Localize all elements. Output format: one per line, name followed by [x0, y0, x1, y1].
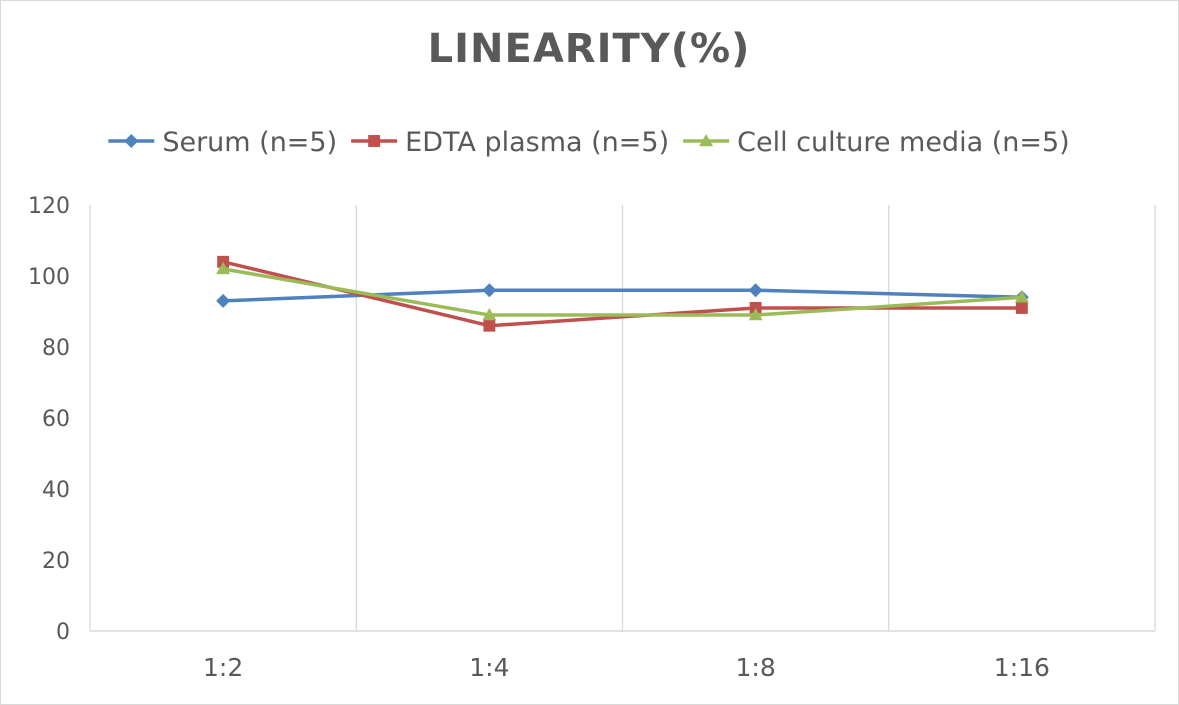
series-line: [222, 267, 1022, 317]
series-2: [216, 261, 1029, 321]
data-point-triangle: [482, 308, 497, 321]
x-tick-label: 1:2: [203, 653, 243, 682]
y-tick-label: 40: [42, 478, 70, 503]
x-axis-ticks: 1:2 1:4 1:8 1:16: [203, 653, 1050, 682]
legend-label: Serum (n=5): [162, 127, 337, 158]
y-tick-label: 60: [42, 407, 70, 432]
y-tick-label: 100: [28, 265, 70, 290]
data-point-diamond: [748, 283, 763, 298]
data-point-diamond: [216, 293, 231, 308]
data-point-diamond: [482, 283, 497, 298]
y-axis-ticks: 0 20 40 60 80 100 120: [28, 194, 70, 645]
data-point-square: [483, 319, 496, 332]
data-point-square: [368, 135, 381, 147]
legend-label: Cell culture media (n=5): [737, 127, 1070, 158]
x-tick-label: 1:16: [994, 653, 1050, 682]
data-point-triangle: [748, 308, 763, 321]
chart-title: LINEARITY(%): [428, 26, 751, 72]
y-tick-label: 0: [56, 620, 70, 645]
legend: Serum (n=5) EDTA plasma (n=5) Cell culture…: [108, 127, 1070, 158]
x-tick-label: 1:4: [469, 653, 509, 682]
legend-label: EDTA plasma (n=5): [405, 127, 669, 158]
x-tick-label: 1:8: [736, 653, 776, 682]
grid: [89, 205, 1156, 632]
series-layer: [216, 255, 1029, 332]
y-tick-label: 120: [28, 194, 70, 219]
data-point-square: [749, 302, 762, 314]
data-point-triangle: [699, 134, 714, 147]
y-tick-label: 80: [42, 336, 70, 361]
data-point-triangle: [1014, 290, 1029, 303]
data-point-diamond: [124, 134, 139, 148]
data-point-square: [1015, 302, 1028, 314]
data-point-square: [217, 255, 230, 268]
y-tick-label: 20: [42, 549, 70, 574]
data-point-triangle: [216, 261, 231, 275]
